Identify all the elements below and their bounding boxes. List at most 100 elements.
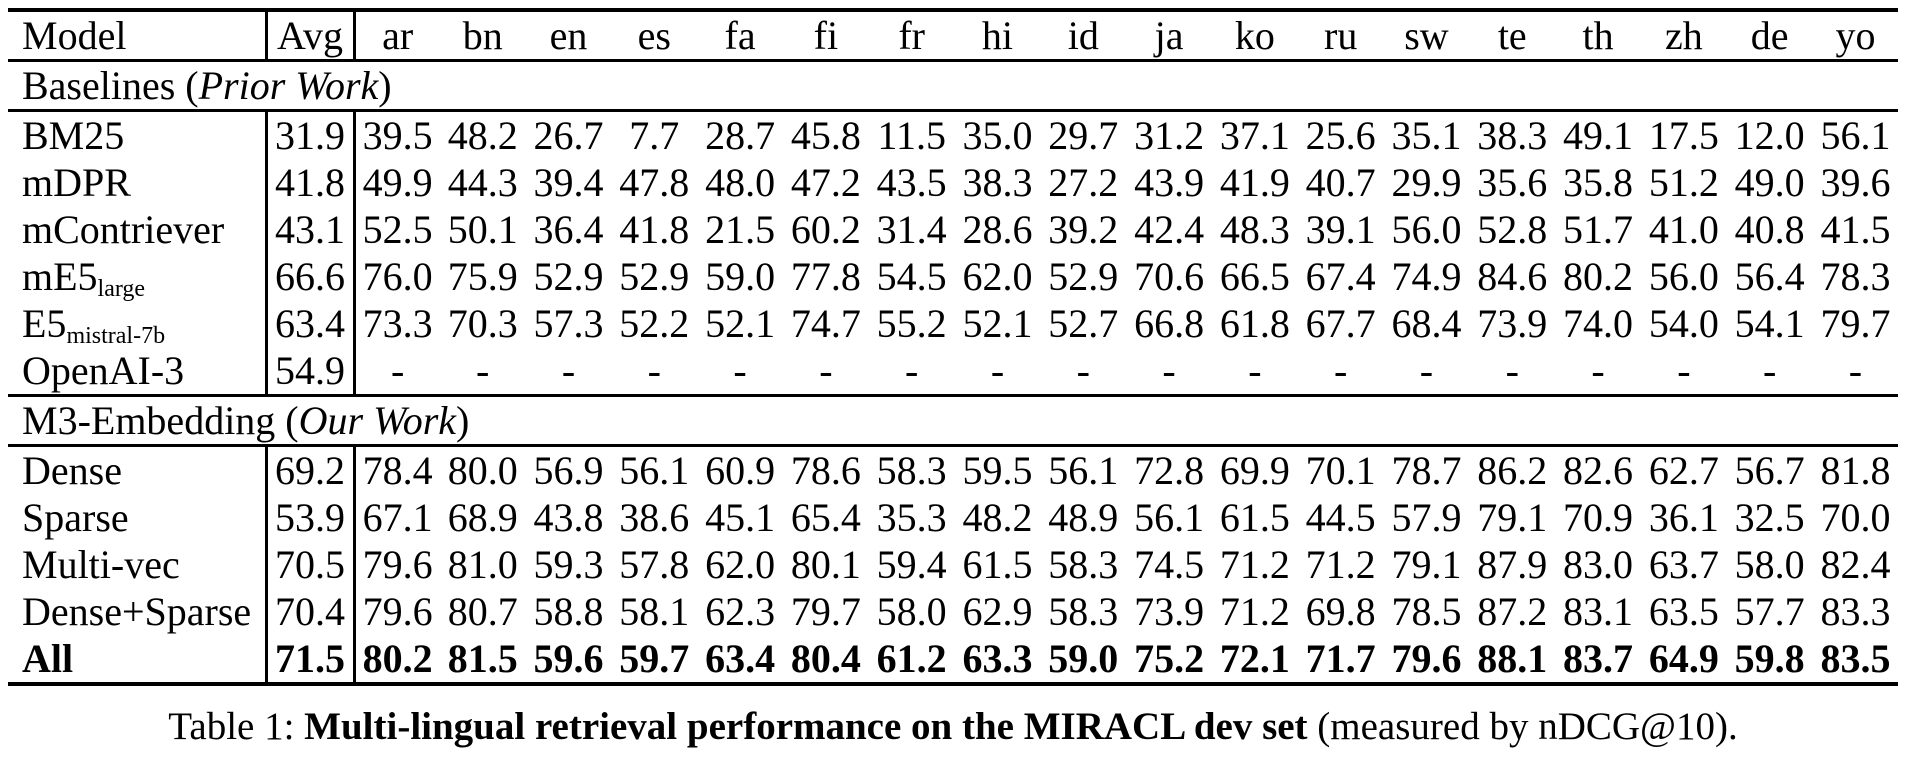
score-cell: 38.3 xyxy=(1477,113,1548,158)
score-cell: 67.4 xyxy=(1305,254,1376,299)
model-cell: E5mistral-7b xyxy=(8,300,268,349)
score-cell: 84.6 xyxy=(1477,254,1548,299)
score-cell: 74.5 xyxy=(1134,542,1205,587)
score-cell: 59.6 xyxy=(533,636,604,681)
model-name: OpenAI-3 xyxy=(22,348,185,393)
section-title-prefix: Baselines ( xyxy=(22,63,199,108)
avg-score-cell: 41.8 xyxy=(266,159,356,206)
score-cell: 51.2 xyxy=(1648,160,1719,205)
score-cell: 74.7 xyxy=(790,301,861,346)
score-cell: 43.9 xyxy=(1134,160,1205,205)
table-row: All 71.5 80.2 81.5 59.6 59.7 63.4 80.4 61.2 63.3 5… xyxy=(8,635,1898,684)
score-cell: - xyxy=(733,348,747,393)
score-cell: 28.7 xyxy=(705,113,776,158)
table-row: OpenAI-3 54.9- - - - - - - - - - - - - - - - - - xyxy=(8,347,1898,396)
score-cell: 45.1 xyxy=(705,495,776,540)
score-cell: 69.8 xyxy=(1305,589,1376,634)
table-row: Dense 69.2 78.4 80.0 56.9 56.1 60.9 78.6 58.3 59.… xyxy=(8,445,1898,494)
score-cell: 25.6 xyxy=(1305,113,1376,158)
score-cell: 44.5 xyxy=(1305,495,1376,540)
table-row: mDPR 41.8 49.9 44.3 39.4 47.8 48.0 47.2 43.5 38.3… xyxy=(8,159,1898,206)
column-header-ja: ja xyxy=(1154,13,1184,58)
caption-label: Table 1: xyxy=(168,705,305,748)
score-cell: 21.5 xyxy=(705,207,776,252)
score-cell: - xyxy=(1505,348,1519,393)
table-row: mContriever 43.1 52.5 50.1 36.4 41.8 21.5 60.2 3… xyxy=(8,206,1898,253)
score-cell: 64.9 xyxy=(1648,636,1719,681)
section-header-row: Baselines (Prior Work) xyxy=(8,60,1899,111)
score-cell: 54.1 xyxy=(1734,301,1805,346)
table-row: E5mistral-7b 63.4 73.3 70.3 57.3 52.2 52.1 74.7… xyxy=(8,300,1898,349)
score-cell: - xyxy=(561,348,576,393)
model-name: Dense xyxy=(22,448,122,493)
column-header-avg: Avg xyxy=(266,10,356,61)
score-cell: 31.2 xyxy=(1134,113,1205,158)
model-cell: Sparse xyxy=(8,494,268,541)
score-cell: 71.7 xyxy=(1305,636,1376,681)
score-cell: - xyxy=(1419,348,1434,393)
score-cell: 58.0 xyxy=(876,589,947,634)
score-cell: 49.1 xyxy=(1563,113,1634,158)
score-cell: 17.5 xyxy=(1648,113,1719,158)
model-cell: mDPR xyxy=(8,159,268,206)
model-cell: mContriever xyxy=(8,206,268,253)
score-cell: 31.4 xyxy=(876,207,947,252)
score-cell: 67.7 xyxy=(1305,301,1376,346)
column-header-fi: fi xyxy=(813,13,839,58)
score-cell: 47.8 xyxy=(619,160,690,205)
score-cell: 63.3 xyxy=(962,636,1033,681)
score-cell: - xyxy=(1248,348,1262,393)
score-cell: 80.7 xyxy=(447,589,518,634)
score-cell: 52.1 xyxy=(705,301,776,346)
score-cell: 38.3 xyxy=(962,160,1033,205)
score-cell: 70.9 xyxy=(1563,495,1634,540)
score-cell: 60.9 xyxy=(705,448,776,493)
model-name: mContriever xyxy=(22,207,225,252)
score-cell: 83.0 xyxy=(1563,542,1634,587)
section-title-italic: Our Work xyxy=(298,398,457,443)
score-cell: 79.7 xyxy=(1820,301,1891,346)
score-cell: 62.3 xyxy=(705,589,776,634)
score-cell: 68.9 xyxy=(447,495,518,540)
score-cell: 12.0 xyxy=(1734,113,1805,158)
score-cell: 79.1 xyxy=(1391,542,1462,587)
score-cell: 59.0 xyxy=(705,254,776,299)
model-cell: OpenAI-3 xyxy=(8,347,268,396)
avg-score-cell: 66.6 xyxy=(266,253,356,300)
section-title-suffix: ) xyxy=(456,398,470,443)
column-header-hi: hi xyxy=(981,13,1014,58)
score-cell: 50.1 xyxy=(447,207,518,252)
score-cell: 39.4 xyxy=(533,160,604,205)
section-title-italic: Prior Work xyxy=(198,63,379,108)
score-cell: 37.1 xyxy=(1219,113,1290,158)
model-name-subscript: mistral-7b xyxy=(66,323,166,349)
score-cell: 63.5 xyxy=(1648,589,1719,634)
score-cell: - xyxy=(647,348,661,393)
score-cell: 70.6 xyxy=(1134,254,1205,299)
column-header-zh: zh xyxy=(1664,13,1703,58)
score-cell: 54.0 xyxy=(1648,301,1719,346)
score-cell: - xyxy=(1762,348,1777,393)
score-cell: 56.9 xyxy=(533,448,604,493)
column-header-id: id xyxy=(1067,13,1099,58)
score-cell: 56.1 xyxy=(1134,495,1205,540)
score-cell: 40.8 xyxy=(1734,207,1805,252)
score-cell: 41.9 xyxy=(1219,160,1290,205)
section-title-prefix: M3-Embedding ( xyxy=(22,398,299,443)
score-cell: 61.8 xyxy=(1219,301,1290,346)
score-cell: 48.0 xyxy=(705,160,776,205)
table-row: Sparse 53.9 67.1 68.9 43.8 38.6 45.1 65.4 35.3 48… xyxy=(8,494,1898,541)
score-cell: 56.0 xyxy=(1391,207,1462,252)
score-cell: 57.8 xyxy=(619,542,690,587)
model-name: E5 xyxy=(22,301,67,346)
score-cell: 35.8 xyxy=(1563,160,1634,205)
score-cell: 48.2 xyxy=(447,113,518,158)
column-header-te: te xyxy=(1497,13,1527,58)
score-cell: 27.2 xyxy=(1048,160,1119,205)
score-cell: 77.8 xyxy=(790,254,861,299)
model-name: BM25 xyxy=(22,113,125,158)
score-cell: 60.2 xyxy=(790,207,861,252)
score-cell: 45.8 xyxy=(790,113,861,158)
score-cell: 58.3 xyxy=(1048,589,1119,634)
score-cell: 83.3 xyxy=(1820,589,1891,634)
